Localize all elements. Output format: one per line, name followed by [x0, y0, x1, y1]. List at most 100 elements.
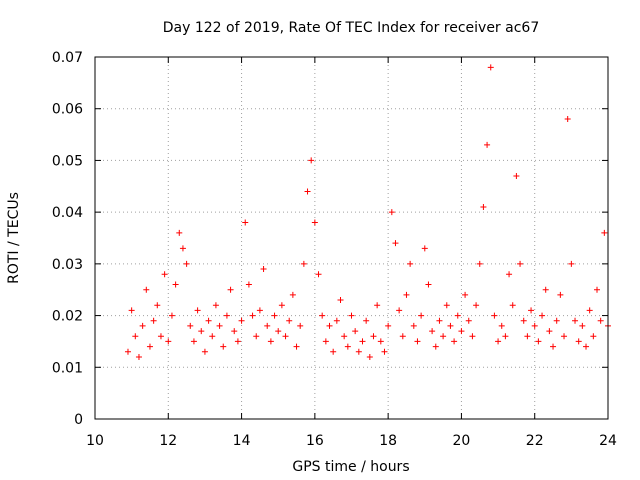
data-point	[293, 343, 300, 350]
data-point	[278, 302, 285, 309]
data-point	[227, 286, 234, 293]
y-tick-label: 0.05	[52, 153, 83, 169]
data-point	[212, 302, 219, 309]
data-point	[139, 322, 146, 329]
data-points	[124, 64, 611, 360]
data-point	[553, 317, 560, 324]
data-point	[579, 322, 586, 329]
data-point	[172, 281, 179, 288]
data-point	[509, 302, 516, 309]
data-point	[253, 333, 260, 340]
x-tick-label: 18	[379, 433, 397, 449]
data-point	[528, 307, 535, 314]
data-point	[421, 245, 428, 252]
data-point	[220, 343, 227, 350]
data-point	[319, 312, 326, 319]
data-point	[271, 312, 278, 319]
data-point	[539, 312, 546, 319]
data-point	[392, 240, 399, 247]
data-point	[238, 317, 245, 324]
data-point	[594, 286, 601, 293]
data-point	[396, 307, 403, 314]
x-axis-title: GPS time / hours	[292, 459, 409, 475]
data-point	[403, 291, 410, 298]
data-point	[513, 172, 520, 179]
data-point	[381, 348, 388, 355]
data-point	[297, 322, 304, 329]
data-point	[344, 343, 351, 350]
data-point	[487, 64, 494, 71]
data-point	[377, 338, 384, 345]
data-point	[128, 307, 135, 314]
data-point	[300, 260, 307, 267]
data-point	[187, 322, 194, 329]
data-point	[198, 328, 205, 335]
data-point	[256, 307, 263, 314]
y-tick-label: 0.01	[52, 360, 83, 376]
data-point	[561, 333, 568, 340]
y-tick-label: 0	[74, 412, 83, 428]
data-point	[440, 333, 447, 340]
data-point	[330, 348, 337, 355]
data-point	[432, 343, 439, 350]
data-point	[418, 312, 425, 319]
data-point	[601, 229, 608, 236]
data-point	[590, 333, 597, 340]
y-tick-label: 0.03	[52, 257, 83, 273]
data-point	[168, 312, 175, 319]
data-point	[586, 307, 593, 314]
data-point	[564, 116, 571, 123]
data-point	[583, 343, 590, 350]
data-point	[524, 333, 531, 340]
data-point	[425, 281, 432, 288]
data-point	[476, 260, 483, 267]
data-point	[480, 203, 487, 210]
data-point	[161, 271, 168, 278]
data-point	[223, 312, 230, 319]
chart-title: Day 122 of 2019, Rate Of TEC Index for r…	[163, 20, 539, 36]
data-point	[495, 338, 502, 345]
data-point	[311, 219, 318, 226]
x-tick-label: 10	[86, 433, 104, 449]
data-point	[242, 219, 249, 226]
data-point	[385, 322, 392, 329]
data-point	[447, 322, 454, 329]
data-point	[150, 317, 157, 324]
data-point	[183, 260, 190, 267]
x-tick-label: 20	[453, 433, 471, 449]
data-point	[557, 291, 564, 298]
data-point	[410, 322, 417, 329]
data-point	[249, 312, 256, 319]
data-point	[179, 245, 186, 252]
data-point	[190, 338, 197, 345]
data-point	[308, 157, 315, 164]
data-point	[454, 312, 461, 319]
data-point	[363, 317, 370, 324]
data-point	[154, 302, 161, 309]
data-point	[234, 338, 241, 345]
data-point	[484, 141, 491, 148]
data-point	[359, 338, 366, 345]
y-tick-labels: 0 0.01 0.02 0.03 0.04 0.05 0.06 0.07	[52, 50, 83, 428]
data-point	[201, 348, 208, 355]
y-tick-label: 0.07	[52, 50, 83, 66]
x-tick-label: 22	[526, 433, 544, 449]
data-point	[282, 333, 289, 340]
data-point	[458, 328, 465, 335]
plot-frame	[94, 56, 609, 420]
data-point	[498, 322, 505, 329]
data-point	[286, 317, 293, 324]
data-point	[231, 328, 238, 335]
data-point	[575, 338, 582, 345]
data-point	[436, 317, 443, 324]
data-point	[531, 322, 538, 329]
x-tick-label: 16	[306, 433, 324, 449]
data-point	[502, 333, 509, 340]
data-point	[550, 343, 557, 350]
x-tick-label: 14	[233, 433, 251, 449]
data-point	[546, 328, 553, 335]
data-point	[205, 317, 212, 324]
axis-ticks	[94, 56, 609, 420]
data-point	[143, 286, 150, 293]
data-point	[275, 328, 282, 335]
